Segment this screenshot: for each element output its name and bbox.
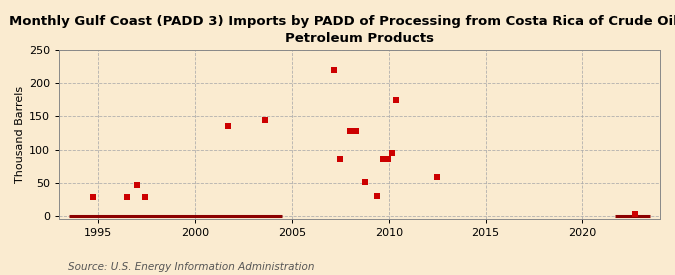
Point	[382, 156, 393, 161]
Y-axis label: Thousand Barrels: Thousand Barrels	[15, 86, 25, 183]
Point	[360, 180, 371, 184]
Point	[335, 157, 346, 162]
Point	[344, 129, 355, 133]
Point	[350, 129, 361, 133]
Point	[391, 98, 402, 102]
Point	[139, 195, 150, 199]
Point	[223, 124, 234, 129]
Point	[386, 151, 397, 155]
Text: Source: U.S. Energy Information Administration: Source: U.S. Energy Information Administ…	[68, 262, 314, 272]
Point	[132, 182, 142, 187]
Point	[329, 68, 340, 72]
Point	[377, 156, 388, 161]
Point	[88, 195, 99, 199]
Point	[629, 211, 640, 216]
Point	[432, 174, 443, 179]
Point	[259, 118, 270, 123]
Point	[122, 195, 132, 199]
Title: Monthly Gulf Coast (PADD 3) Imports by PADD of Processing from Costa Rica of Cru: Monthly Gulf Coast (PADD 3) Imports by P…	[9, 15, 675, 45]
Point	[372, 194, 383, 198]
